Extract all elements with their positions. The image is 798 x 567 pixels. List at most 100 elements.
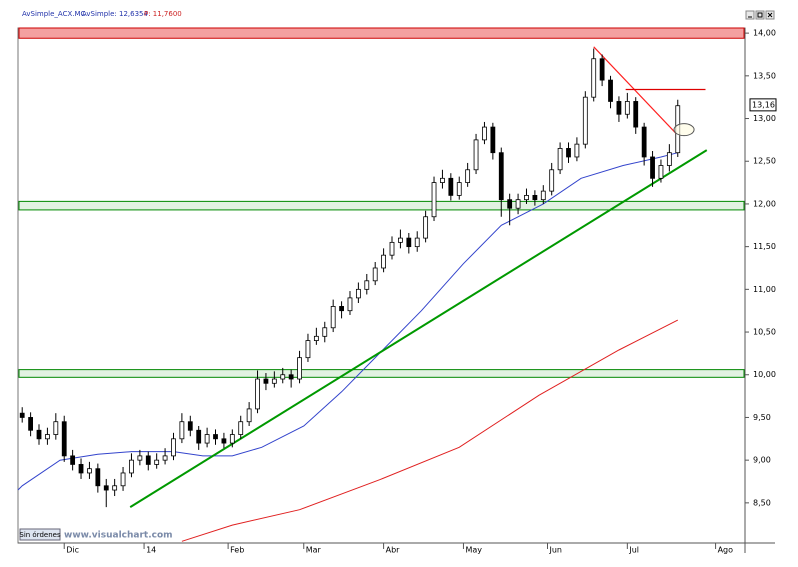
candle-body bbox=[381, 254, 387, 269]
price-zone bbox=[18, 200, 745, 211]
candle-body bbox=[187, 421, 193, 431]
candle-body bbox=[28, 417, 34, 431]
candle-body bbox=[498, 152, 504, 201]
candle-body bbox=[507, 199, 513, 209]
candle-body bbox=[414, 237, 420, 248]
icon bbox=[757, 12, 763, 18]
candle-body bbox=[339, 306, 344, 312]
candle-body bbox=[599, 58, 605, 81]
ellipse-annotation bbox=[673, 123, 695, 137]
y-tick-label: 13,00 bbox=[753, 114, 776, 123]
x-tick-label: Jul bbox=[628, 546, 639, 555]
candle-body bbox=[288, 374, 294, 380]
y-tick-label: 14,00 bbox=[753, 29, 776, 38]
candle-body bbox=[78, 464, 84, 474]
candle-body bbox=[213, 434, 218, 440]
y-tick-label: 10,50 bbox=[753, 328, 776, 337]
candle-body bbox=[524, 194, 529, 201]
candle-body bbox=[95, 468, 101, 487]
moving-average bbox=[181, 319, 679, 542]
candle-body bbox=[129, 459, 134, 474]
indicator-label: AvSimple: 12,6354 bbox=[82, 10, 148, 18]
candle-body bbox=[608, 79, 613, 102]
candle-body bbox=[355, 288, 361, 299]
y-tick-label: 10,00 bbox=[753, 370, 776, 379]
trendline bbox=[129, 149, 708, 508]
window-controls bbox=[745, 10, 775, 20]
candle-body bbox=[145, 455, 151, 465]
candle-body bbox=[297, 357, 302, 380]
last-price-label: 13,16 bbox=[752, 100, 775, 109]
x-tick-label: Abr bbox=[386, 546, 401, 555]
candle-body bbox=[423, 216, 429, 239]
candle-body bbox=[532, 194, 538, 201]
candle-body bbox=[45, 434, 50, 440]
candle-body bbox=[238, 421, 244, 435]
candle-body bbox=[263, 378, 269, 384]
candle-body bbox=[448, 177, 454, 196]
candle-body bbox=[70, 455, 76, 465]
minimize-button[interactable] bbox=[745, 10, 755, 20]
candle-body bbox=[591, 58, 597, 98]
candle-body bbox=[624, 101, 630, 115]
x-tick-label: Jun bbox=[548, 546, 562, 555]
candle-body bbox=[347, 297, 353, 312]
orders-button[interactable] bbox=[19, 528, 61, 541]
candle-body bbox=[574, 143, 580, 158]
button-label: Sin órdenes bbox=[19, 531, 61, 539]
y-tick-label: 11,50 bbox=[753, 242, 776, 251]
y-tick-label: 8,50 bbox=[753, 498, 771, 507]
candle-body bbox=[120, 472, 126, 487]
candle-body bbox=[616, 101, 622, 115]
price-zone bbox=[18, 369, 745, 378]
candle-body bbox=[112, 485, 118, 491]
candle-body bbox=[179, 421, 185, 440]
y-tick-label: 13,50 bbox=[753, 71, 776, 80]
candle-body bbox=[666, 152, 672, 166]
candle-body bbox=[406, 237, 412, 248]
candle-body bbox=[398, 237, 403, 243]
candle-body bbox=[465, 169, 471, 183]
icon bbox=[767, 12, 773, 18]
y-tick-label: 9,50 bbox=[753, 413, 771, 422]
candle-body bbox=[431, 182, 437, 218]
candle-body bbox=[540, 190, 546, 201]
candle-body bbox=[305, 340, 311, 359]
x-tick-label: Mar bbox=[306, 546, 322, 555]
candle-body bbox=[103, 485, 109, 491]
x-tick-label: Ago bbox=[718, 546, 734, 555]
candle-body bbox=[19, 412, 25, 418]
candle-body bbox=[53, 421, 59, 435]
candle-body bbox=[162, 455, 168, 461]
watermark: www.visualchart.com bbox=[64, 531, 173, 541]
moving-average bbox=[17, 152, 678, 491]
candle-body bbox=[246, 408, 252, 423]
candle-body bbox=[650, 156, 655, 179]
candle-body bbox=[633, 101, 639, 128]
candle-body bbox=[87, 468, 92, 474]
x-tick-label: Dic bbox=[66, 546, 79, 555]
candle-body bbox=[204, 434, 210, 444]
candle-body bbox=[515, 199, 521, 209]
candle-body bbox=[221, 438, 227, 444]
candle-body bbox=[271, 378, 277, 384]
candle-body bbox=[641, 126, 647, 158]
candle-body bbox=[61, 421, 67, 457]
candle-body bbox=[473, 139, 479, 171]
candle-body bbox=[330, 306, 336, 329]
title: AvSimple_ACX.MC bbox=[22, 10, 86, 18]
candle-body bbox=[196, 429, 202, 444]
candle-body bbox=[372, 267, 378, 282]
candle-body bbox=[154, 459, 160, 465]
candle-body bbox=[137, 455, 143, 461]
y-tick-label: 12,00 bbox=[753, 199, 776, 208]
candle-body bbox=[229, 434, 235, 444]
candle-body bbox=[557, 148, 563, 171]
candle-body bbox=[313, 335, 319, 341]
candle-body bbox=[171, 438, 176, 457]
x-tick-label: Feb bbox=[230, 546, 244, 555]
maximize-button[interactable] bbox=[755, 10, 765, 20]
candle-body bbox=[582, 96, 588, 145]
